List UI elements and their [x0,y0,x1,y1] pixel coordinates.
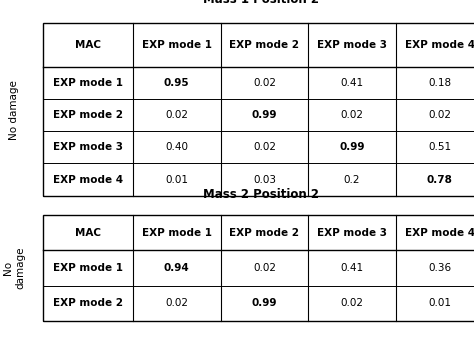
Text: Mass 2 Position 2: Mass 2 Position 2 [203,188,319,201]
Text: 0.99: 0.99 [339,142,365,152]
Text: 0.02: 0.02 [253,78,276,88]
Text: 0.99: 0.99 [252,298,277,308]
Bar [43,215,474,321]
Text: EXP mode 2: EXP mode 2 [229,227,300,238]
Text: 0.02: 0.02 [428,110,451,120]
Text: 0.02: 0.02 [340,110,364,120]
Text: EXP mode 1: EXP mode 1 [53,78,123,88]
Text: EXP mode 2: EXP mode 2 [229,40,300,50]
Text: EXP mode 4: EXP mode 4 [53,175,123,185]
Text: 0.40: 0.40 [165,142,188,152]
Text: 0.18: 0.18 [428,78,451,88]
Text: EXP mode 1: EXP mode 1 [142,227,212,238]
Text: 0.02: 0.02 [253,142,276,152]
Text: EXP mode 3: EXP mode 3 [317,40,387,50]
Text: EXP mode 3: EXP mode 3 [53,142,123,152]
Text: EXP mode 2: EXP mode 2 [53,110,123,120]
Text: 0.2: 0.2 [344,175,360,185]
Text: 0.94: 0.94 [164,263,190,273]
Text: EXP mode 4: EXP mode 4 [405,227,474,238]
Text: 0.51: 0.51 [428,142,451,152]
Text: 0.95: 0.95 [164,78,190,88]
Text: EXP mode 1: EXP mode 1 [53,263,123,273]
Text: EXP mode 4: EXP mode 4 [405,40,474,50]
Text: EXP mode 3: EXP mode 3 [317,227,387,238]
Text: 0.01: 0.01 [165,175,188,185]
Text: 0.36: 0.36 [428,263,451,273]
Text: EXP mode 2: EXP mode 2 [53,298,123,308]
Text: EXP mode 1: EXP mode 1 [142,40,212,50]
Text: MAC: MAC [75,40,101,50]
Text: 0.02: 0.02 [165,110,188,120]
Bar [43,23,474,196]
Text: No damage: No damage [9,80,19,140]
Text: 0.01: 0.01 [428,298,451,308]
Text: 0.41: 0.41 [340,78,364,88]
Text: No
damage: No damage [3,247,25,289]
Text: Mass 1 Position 2: Mass 1 Position 2 [203,0,319,6]
Text: 0.78: 0.78 [427,175,453,185]
Text: 0.02: 0.02 [340,298,364,308]
Text: 0.03: 0.03 [253,175,276,185]
Text: 0.02: 0.02 [253,263,276,273]
Text: 0.02: 0.02 [165,298,188,308]
Text: 0.41: 0.41 [340,263,364,273]
Text: MAC: MAC [75,227,101,238]
Text: 0.99: 0.99 [252,110,277,120]
